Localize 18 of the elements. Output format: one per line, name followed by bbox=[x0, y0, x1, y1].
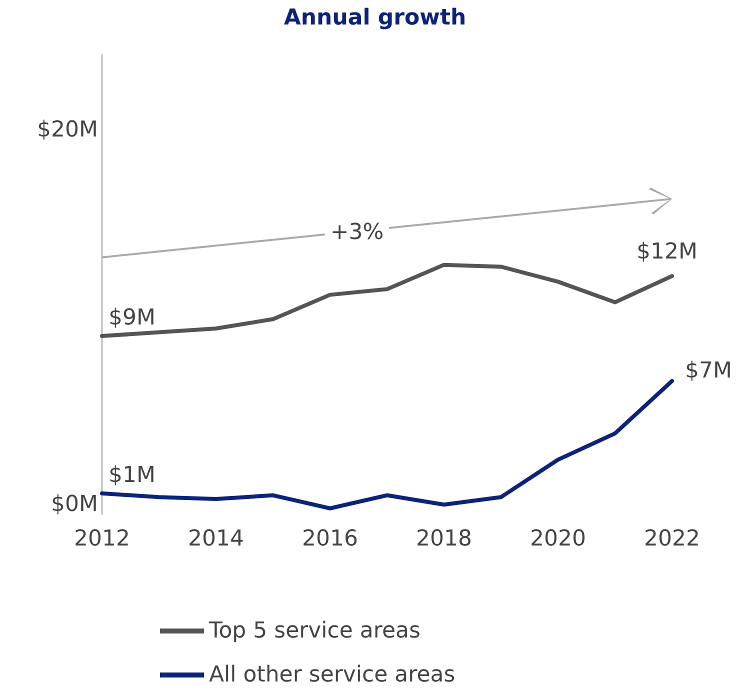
x-tick-label: 2022 bbox=[644, 526, 700, 552]
x-tick-label: 2020 bbox=[530, 526, 586, 552]
x-tick-label: 2018 bbox=[416, 526, 472, 552]
data-label: $9M bbox=[108, 306, 156, 331]
data-label: $7M bbox=[685, 358, 732, 384]
annotation: +3% bbox=[330, 220, 384, 246]
data-label: $12M bbox=[636, 240, 698, 265]
y-tick-label: $20M bbox=[37, 117, 98, 142]
x-tick-label: 2012 bbox=[74, 526, 130, 552]
x-tick-label: 2016 bbox=[302, 526, 358, 552]
x-tick-label: 2014 bbox=[188, 526, 244, 552]
data-label: $1M bbox=[108, 462, 156, 488]
line-series bbox=[100, 378, 674, 510]
legend-label: All other service areas bbox=[209, 662, 456, 688]
chart-title: Annual growth bbox=[284, 6, 466, 30]
legend-label: Top 5 service areas bbox=[208, 618, 420, 644]
line-series bbox=[100, 262, 674, 338]
y-tick-label: $0M bbox=[51, 492, 98, 518]
